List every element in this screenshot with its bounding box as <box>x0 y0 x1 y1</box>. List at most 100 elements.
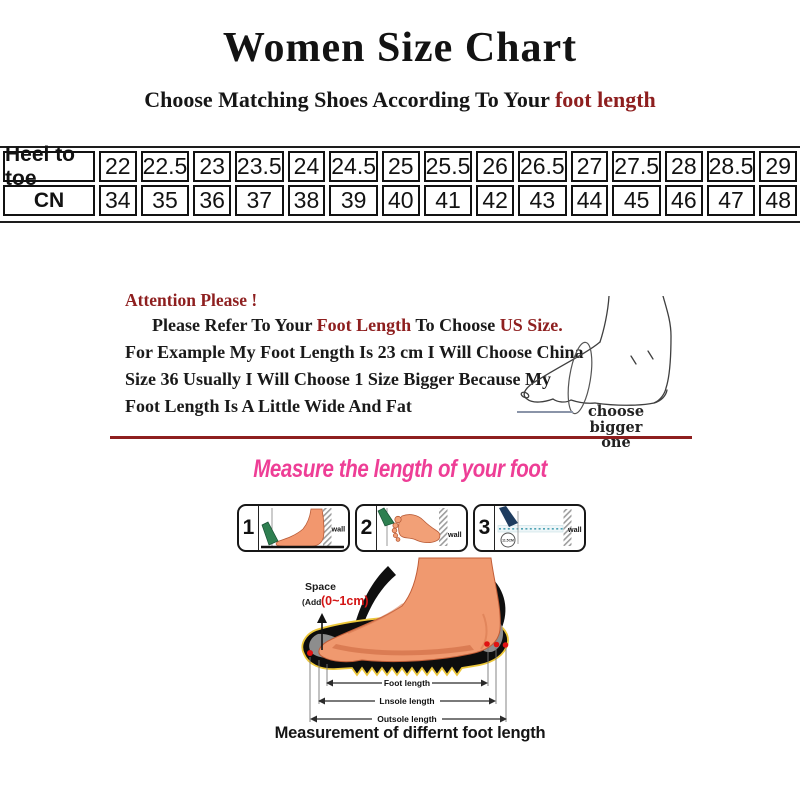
section-divider <box>110 436 692 439</box>
foot-measurement-diagram: Foot length Lnsole length Outsole length <box>301 557 509 724</box>
space-label: Space <box>305 581 336 593</box>
size-table-row-label: Heel to toe <box>3 143 95 190</box>
sketch-ankle-tick-1 <box>630 355 637 365</box>
wall-hatch <box>439 508 448 546</box>
size-table-cell: 44 <box>570 185 609 216</box>
size-table-cell: 24.5 <box>329 151 379 182</box>
page-title: Women Size Chart <box>222 25 578 71</box>
attention-line-1: Please Refer To Your Foot Length To Choo… <box>152 315 563 336</box>
size-table-cell: 25.5 <box>423 151 473 182</box>
size-table-cell: 43 <box>517 185 567 216</box>
space-add-label: (Add <box>302 597 322 607</box>
attention-line-4: Foot Length Is A Little Wide And Fat <box>125 396 412 416</box>
size-table: Heel to toe 22 22.5 23 23.5 24 24.5 25 25.5 26 26.… <box>3 143 797 216</box>
space-arrowhead <box>317 613 327 623</box>
attention-line-3: Size 36 Usually I Will Choose 1 Size Big… <box>125 369 551 389</box>
size-table-cell: 26.5 <box>517 151 567 182</box>
step-3-illustration: 11.5CM wall <box>497 506 582 548</box>
wall-label: wall <box>331 525 346 534</box>
outsole-length-label: Outsole length <box>377 714 437 724</box>
sketch-girth-ellipse <box>567 341 593 415</box>
sketch-leg-front <box>599 296 610 343</box>
size-table-cell: 36 <box>193 185 231 216</box>
sketch-toenail <box>520 391 530 399</box>
wall-hatch <box>323 508 332 546</box>
attention-line1-black1: Please Refer To Your <box>152 315 317 335</box>
size-table-cell: 46 <box>665 185 703 216</box>
size-table-cell: 22 <box>99 151 137 182</box>
pencil-icon <box>377 507 395 527</box>
step-3-number: 3 <box>475 506 495 550</box>
step-1-illustration: wall <box>261 508 346 549</box>
wall-label: wall <box>447 530 462 539</box>
size-table-cell: 42 <box>476 185 514 216</box>
sketch-note-line2: bigger one <box>589 418 643 451</box>
sketch-toe-bottom <box>552 398 596 404</box>
foot-length-label: Foot length <box>384 678 430 688</box>
diagram-caption: Measurement of differnt foot length <box>274 724 546 742</box>
size-table-cell: 40 <box>382 185 420 216</box>
size-table-cell: 35 <box>140 185 190 216</box>
circle-value: 11.5CM <box>502 538 514 542</box>
size-table-row-label: CN <box>3 185 95 216</box>
measure-step-2: 2 wall <box>355 504 468 552</box>
length-arrows <box>316 682 501 720</box>
size-table-cell: 48 <box>759 185 797 216</box>
size-table-cell: 23 <box>193 151 231 182</box>
measure-title-text: Measure the length of your foot <box>253 455 547 483</box>
subtitle-highlight: foot length <box>554 87 656 112</box>
guide-lines <box>309 648 507 722</box>
size-table-cell: 27.5 <box>612 151 662 182</box>
size-table-cell: 47 <box>706 185 756 216</box>
attention-heading: Attention Please ! <box>125 290 258 310</box>
heel-shadow <box>481 579 506 632</box>
attention-line-2: For Example My Foot Length Is 23 cm I Wi… <box>125 342 584 362</box>
step-1-number: 1 <box>239 506 259 550</box>
sketch-instep-toe <box>523 341 601 403</box>
size-table-cell: 24 <box>287 151 326 182</box>
length-arrowheads <box>310 679 507 723</box>
space-value: (0~1cm) <box>321 594 369 608</box>
attention-line1-red2: US Size. <box>499 315 563 335</box>
size-table-cell: 26 <box>476 151 514 182</box>
size-table-cell: 23.5 <box>234 151 284 182</box>
wall-label: wall <box>567 525 582 534</box>
size-table-cell: 45 <box>612 185 662 216</box>
sketch-note: choose bigger one <box>578 404 654 451</box>
pencil-icon <box>261 521 279 546</box>
size-table-cell: 29 <box>759 151 797 182</box>
size-table-cell: 27 <box>570 151 609 182</box>
table-bottom-rule <box>0 221 800 223</box>
sketch-heel-leg-back <box>653 296 672 404</box>
step-2-illustration: wall <box>377 507 462 546</box>
foot-sketch-illustration <box>517 296 672 415</box>
size-table-cell: 38 <box>287 185 326 216</box>
size-table-cell: 22.5 <box>140 151 190 182</box>
sketch-ankle-tick-2 <box>647 350 654 360</box>
size-table-cell: 34 <box>99 185 137 216</box>
attention-line1-red1: Foot Length <box>316 315 412 335</box>
foot-side-view <box>275 508 325 548</box>
step-2-number: 2 <box>357 506 377 550</box>
page-subtitle: Choose Matching Shoes According To Your … <box>0 87 800 113</box>
attention-line1-black2: To Choose <box>411 315 500 335</box>
wall-hatch <box>563 509 572 546</box>
measure-step-3: 3 11.5CM wall <box>473 504 586 552</box>
size-table-cell: 28 <box>665 151 703 182</box>
size-table-cell: 25 <box>382 151 420 182</box>
size-table-cell: 28.5 <box>706 151 756 182</box>
insole-length-label: Lnsole length <box>379 696 434 706</box>
table-top-rule <box>0 146 800 148</box>
sketch-note-line1: choose <box>587 403 645 420</box>
size-table-cell: 39 <box>329 185 379 216</box>
foot-top-view <box>391 514 441 544</box>
measure-title: Measure the length of your foot <box>0 455 800 484</box>
measure-steps: 1 wall 2 <box>237 504 586 552</box>
measure-point-dots <box>307 641 509 656</box>
size-table-cell: 37 <box>234 185 284 216</box>
measure-step-1: 1 wall <box>237 504 350 552</box>
subtitle-text: Choose Matching Shoes According To Your <box>144 87 555 112</box>
measurement-circle <box>500 532 516 548</box>
pencil-icon <box>499 506 518 527</box>
